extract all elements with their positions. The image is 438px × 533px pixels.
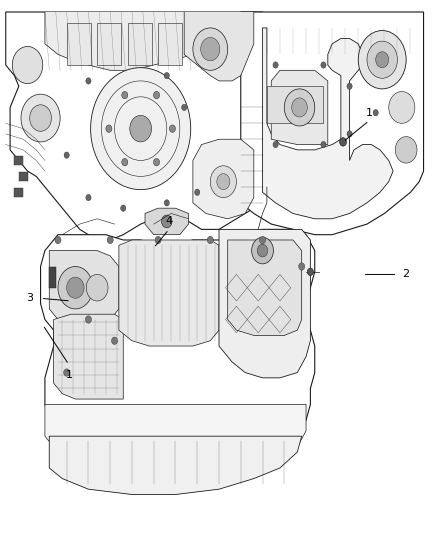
Circle shape	[153, 158, 159, 166]
Circle shape	[164, 72, 170, 79]
Circle shape	[252, 237, 273, 264]
Polygon shape	[45, 12, 210, 70]
Circle shape	[122, 92, 128, 99]
Polygon shape	[45, 405, 306, 473]
Polygon shape	[228, 240, 302, 335]
Circle shape	[307, 268, 314, 276]
Circle shape	[259, 236, 265, 244]
Bar	[19, 172, 28, 181]
Circle shape	[55, 236, 61, 244]
Bar	[127, 22, 152, 65]
Circle shape	[164, 200, 170, 206]
Circle shape	[292, 98, 307, 117]
Circle shape	[182, 104, 187, 111]
Circle shape	[85, 316, 92, 323]
Polygon shape	[193, 139, 254, 219]
Bar	[158, 22, 182, 65]
Circle shape	[299, 263, 305, 270]
Circle shape	[389, 92, 415, 123]
Polygon shape	[49, 436, 302, 495]
Polygon shape	[6, 12, 262, 240]
Circle shape	[130, 115, 152, 142]
Polygon shape	[219, 229, 311, 378]
Text: 1: 1	[65, 370, 72, 380]
Circle shape	[217, 174, 230, 190]
Circle shape	[339, 138, 346, 146]
Circle shape	[321, 62, 326, 68]
Circle shape	[201, 37, 220, 61]
Circle shape	[347, 83, 352, 90]
Circle shape	[107, 236, 113, 244]
Circle shape	[112, 337, 117, 344]
Text: 1: 1	[366, 108, 373, 118]
Circle shape	[284, 89, 315, 126]
Circle shape	[162, 215, 172, 228]
Polygon shape	[41, 229, 315, 484]
Polygon shape	[49, 251, 119, 325]
Circle shape	[67, 277, 84, 298]
Circle shape	[86, 195, 91, 201]
Circle shape	[153, 92, 159, 99]
Bar	[14, 156, 23, 165]
Circle shape	[395, 136, 417, 163]
Polygon shape	[241, 12, 424, 235]
Polygon shape	[184, 12, 254, 81]
Bar	[267, 86, 323, 123]
Circle shape	[376, 52, 389, 68]
Bar	[49, 266, 56, 288]
Polygon shape	[145, 208, 188, 235]
Polygon shape	[271, 70, 328, 144]
Text: 3: 3	[26, 293, 33, 303]
Circle shape	[12, 46, 43, 84]
Circle shape	[358, 30, 406, 89]
Circle shape	[194, 189, 200, 196]
Circle shape	[347, 131, 352, 137]
Circle shape	[86, 274, 108, 301]
Circle shape	[373, 110, 378, 116]
Circle shape	[273, 141, 278, 148]
Bar	[67, 22, 91, 65]
Bar	[97, 22, 121, 65]
Circle shape	[210, 166, 237, 198]
Circle shape	[64, 152, 69, 158]
Polygon shape	[53, 314, 123, 399]
Text: 2: 2	[403, 270, 410, 279]
Bar	[14, 188, 23, 197]
Circle shape	[120, 205, 126, 212]
Circle shape	[321, 141, 326, 148]
Circle shape	[207, 236, 213, 244]
Circle shape	[64, 369, 70, 376]
Circle shape	[58, 266, 93, 309]
Circle shape	[122, 158, 128, 166]
Polygon shape	[262, 28, 393, 219]
Circle shape	[193, 28, 228, 70]
Circle shape	[106, 125, 112, 132]
Polygon shape	[119, 240, 219, 346]
Circle shape	[86, 78, 91, 84]
Circle shape	[21, 94, 60, 142]
Circle shape	[273, 62, 278, 68]
Circle shape	[155, 236, 161, 244]
Circle shape	[257, 244, 268, 257]
Circle shape	[170, 125, 176, 132]
Circle shape	[30, 105, 51, 131]
Text: 4: 4	[166, 216, 173, 227]
Circle shape	[367, 41, 397, 78]
Circle shape	[91, 68, 191, 190]
